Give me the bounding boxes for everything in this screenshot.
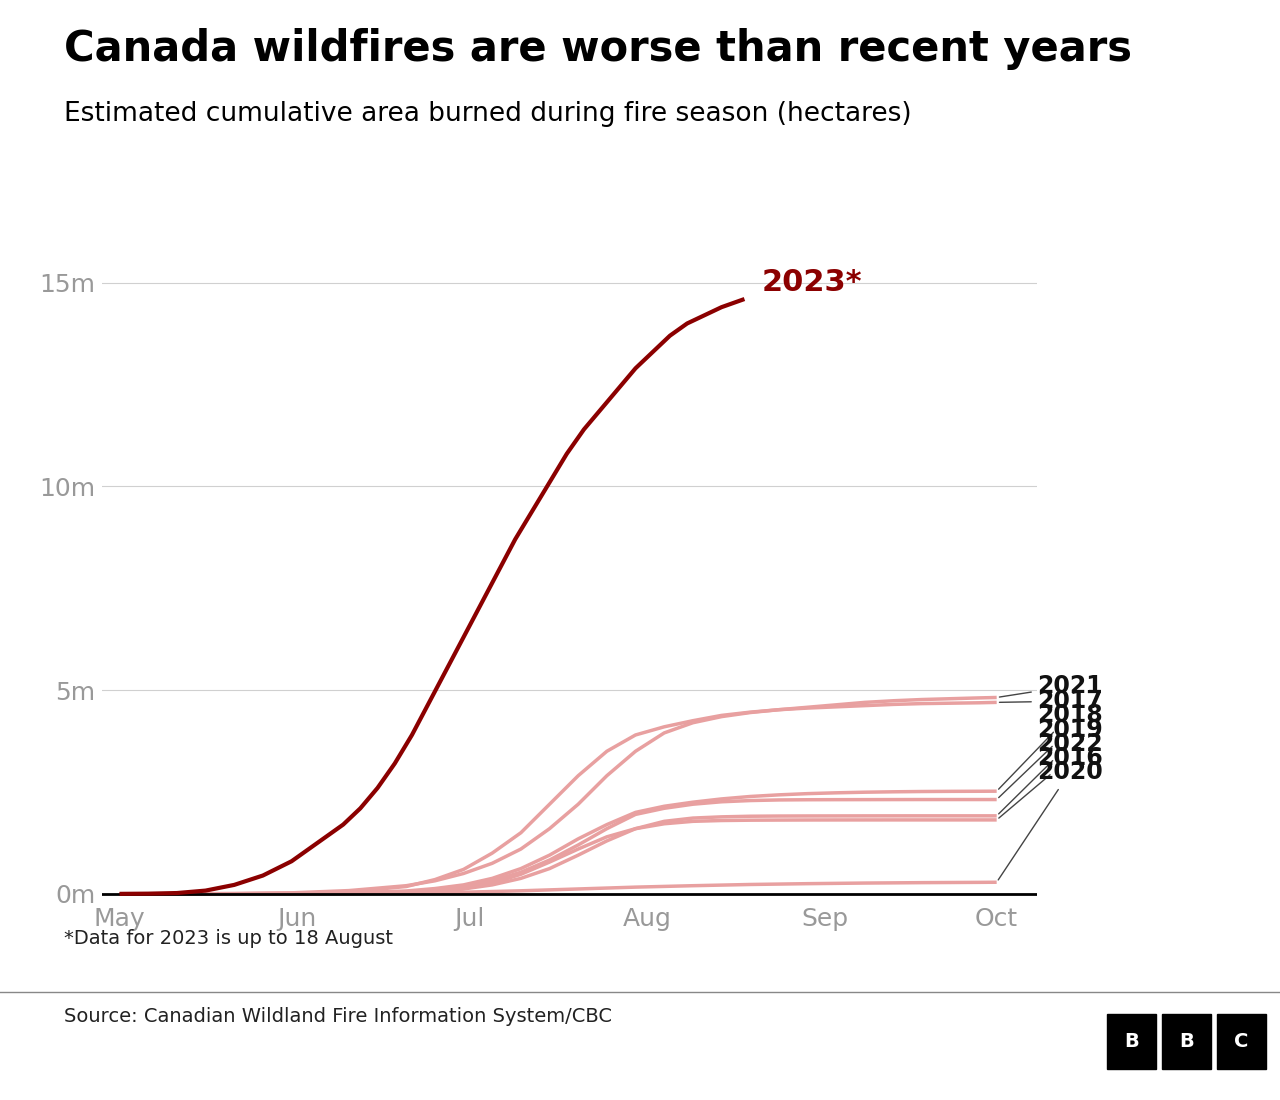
Text: 2018: 2018 <box>998 703 1102 789</box>
Text: 2016: 2016 <box>998 746 1102 818</box>
Text: Source: Canadian Wildland Fire Information System/CBC: Source: Canadian Wildland Fire Informati… <box>64 1006 612 1025</box>
Text: 2023*: 2023* <box>762 268 863 297</box>
Text: 2022: 2022 <box>998 732 1102 814</box>
Text: B: B <box>1124 1032 1139 1052</box>
Text: 2020: 2020 <box>998 760 1102 880</box>
Text: Canada wildfires are worse than recent years: Canada wildfires are worse than recent y… <box>64 28 1132 69</box>
Text: B: B <box>1179 1032 1194 1052</box>
Text: 2019: 2019 <box>998 717 1102 798</box>
Text: *Data for 2023 is up to 18 August: *Data for 2023 is up to 18 August <box>64 930 393 948</box>
Text: 2021: 2021 <box>1000 674 1102 698</box>
Text: Estimated cumulative area burned during fire season (hectares): Estimated cumulative area burned during … <box>64 101 911 128</box>
Text: 2017: 2017 <box>1000 689 1102 713</box>
Text: C: C <box>1234 1032 1249 1052</box>
